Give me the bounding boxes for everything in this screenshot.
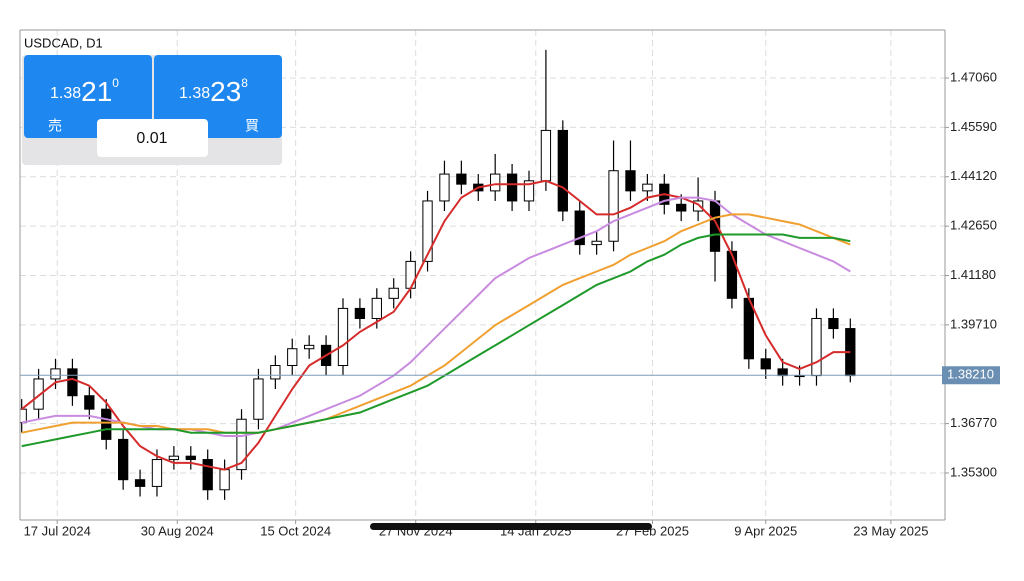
candle-body [185, 455, 196, 461]
candle-body [236, 418, 247, 471]
y-tick-label: 1.39710 [950, 316, 997, 331]
candle-body [354, 307, 366, 319]
sell-button[interactable] [24, 55, 152, 138]
price-big: 21 [81, 76, 112, 107]
buy-button[interactable] [154, 55, 282, 138]
moving-average [21, 196, 851, 437]
x-tick-label: 23 May 2025 [853, 523, 928, 538]
candle-body [540, 129, 552, 182]
moving-average [21, 213, 851, 434]
price-sup: 8 [241, 76, 248, 90]
y-tick-label: 1.42650 [950, 218, 997, 233]
candle-body [134, 479, 146, 487]
buy-price: 1.38238 [179, 76, 248, 107]
candle-body [726, 250, 738, 299]
y-tick-label: 1.47060 [950, 69, 997, 84]
x-tick-label: 9 Apr 2025 [734, 523, 797, 538]
candle-body [828, 317, 839, 330]
home-indicator [370, 523, 652, 530]
y-tick-label: 1.36770 [950, 415, 997, 430]
candle-body [642, 183, 653, 192]
candle-body [591, 240, 602, 246]
candle-body [811, 317, 822, 377]
last-price-box [942, 366, 1000, 385]
candle-body [118, 438, 129, 481]
price-prefix: 1.38 [179, 85, 210, 102]
candle-body [608, 170, 619, 242]
price-big: 23 [210, 76, 241, 107]
candle-body [692, 200, 704, 212]
x-tick-label: 15 Oct 2024 [260, 523, 331, 538]
candle-body [304, 344, 315, 350]
volume-box[interactable] [97, 119, 208, 157]
price-prefix: 1.38 [50, 85, 81, 102]
candle-body [20, 408, 27, 424]
symbol-title: USDCAD, D1 [24, 35, 103, 50]
candle-body [456, 173, 467, 185]
candle-body [439, 173, 450, 202]
candle-body [574, 210, 585, 246]
y-tick-label: 1.44120 [950, 168, 997, 183]
candle-body [625, 170, 636, 192]
candle-body [337, 307, 349, 367]
last-price-label: 1.38210 [947, 367, 994, 382]
candle-body [287, 348, 298, 367]
candle-body [676, 203, 687, 212]
candle-body [151, 459, 163, 487]
candle-body [253, 378, 264, 420]
candle-body [84, 395, 95, 410]
candle-body [270, 365, 281, 380]
sell-label: 売 [48, 118, 62, 134]
sell-price: 1.38210 [50, 76, 119, 107]
candle-body [202, 459, 213, 491]
candle-body [371, 297, 382, 319]
buy-label: 買 [245, 118, 259, 134]
candle-body [388, 287, 399, 299]
y-tick-label: 1.45590 [950, 119, 997, 134]
y-tick-label: 1.35300 [950, 464, 997, 479]
candle-body [168, 455, 180, 461]
candle-body [557, 129, 568, 212]
price-sup: 0 [112, 76, 119, 90]
y-tick-label: 1.41180 [950, 267, 996, 282]
moving-average [21, 233, 851, 448]
candle-body [405, 260, 416, 289]
volume: 0.01 [136, 130, 167, 147]
candle-body [523, 180, 535, 202]
candle-body [422, 200, 433, 262]
candle-body [50, 368, 61, 380]
candle-body [490, 173, 501, 192]
trade-panel: 1.38210 1.38238 売 買 0.01 [22, 55, 282, 165]
candle-body [33, 378, 44, 410]
candle-body [760, 358, 771, 370]
candle-body [777, 368, 788, 377]
candle-body [219, 469, 230, 491]
x-tick-label: 30 Aug 2024 [141, 523, 214, 538]
candle-body [506, 173, 518, 202]
candle-body [67, 368, 78, 397]
candle-body [101, 408, 112, 440]
x-tick-label: 17 Jul 2024 [24, 523, 91, 538]
